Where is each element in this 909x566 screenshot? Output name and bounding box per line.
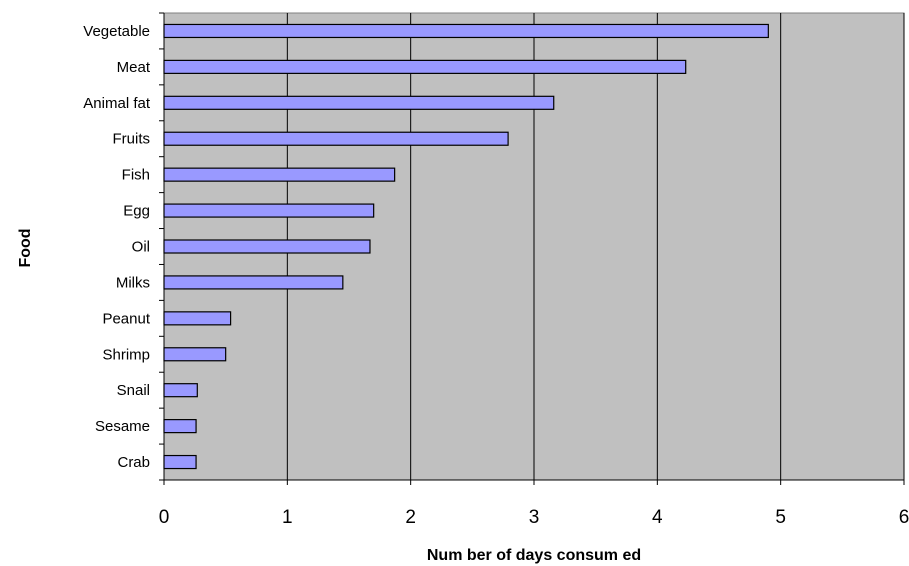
category-label: Oil — [132, 239, 150, 256]
y-axis-title: Food — [17, 228, 34, 267]
x-axis — [163, 479, 905, 485]
category-label: Milks — [116, 274, 150, 291]
bar — [163, 95, 555, 110]
category-labels: Vegetable Meat Animal fat Fruits Fish Egg Oil M… — [83, 23, 151, 471]
category-label: Egg — [123, 203, 150, 220]
x-tick-label: 5 — [775, 507, 786, 528]
category-label: Crab — [117, 454, 150, 471]
category-label: Meat — [117, 59, 151, 76]
bar — [163, 454, 197, 470]
category-label: Sesame — [95, 418, 150, 435]
bar — [163, 239, 371, 254]
bar — [163, 203, 375, 218]
bar — [163, 419, 197, 434]
category-label: Fish — [122, 167, 150, 184]
gridlines — [286, 13, 905, 480]
bar — [163, 383, 198, 398]
y-axis — [159, 12, 165, 481]
category-label: Snail — [117, 382, 150, 399]
bar — [163, 167, 396, 182]
bar — [163, 275, 344, 290]
x-tick-label: 4 — [652, 507, 663, 528]
bar — [163, 347, 227, 362]
category-label: Animal fat — [83, 95, 151, 112]
x-tick-label: 2 — [405, 507, 416, 528]
x-tick-labels: 0 1 2 3 4 5 6 — [159, 507, 909, 528]
category-label: Peanut — [102, 310, 150, 327]
category-label: Shrimp — [102, 346, 150, 363]
x-tick-label: 6 — [899, 507, 909, 528]
x-axis-title: Num ber of days consum ed — [427, 547, 641, 564]
category-label: Vegetable — [83, 23, 150, 40]
bar — [163, 59, 687, 74]
bar — [163, 311, 232, 326]
category-label: Fruits — [113, 131, 151, 148]
bar — [163, 131, 509, 146]
x-tick-label: 0 — [159, 507, 170, 528]
x-tick-label: 1 — [282, 507, 293, 528]
x-tick-label: 3 — [529, 507, 540, 528]
bars — [163, 23, 769, 470]
bar — [163, 23, 769, 39]
